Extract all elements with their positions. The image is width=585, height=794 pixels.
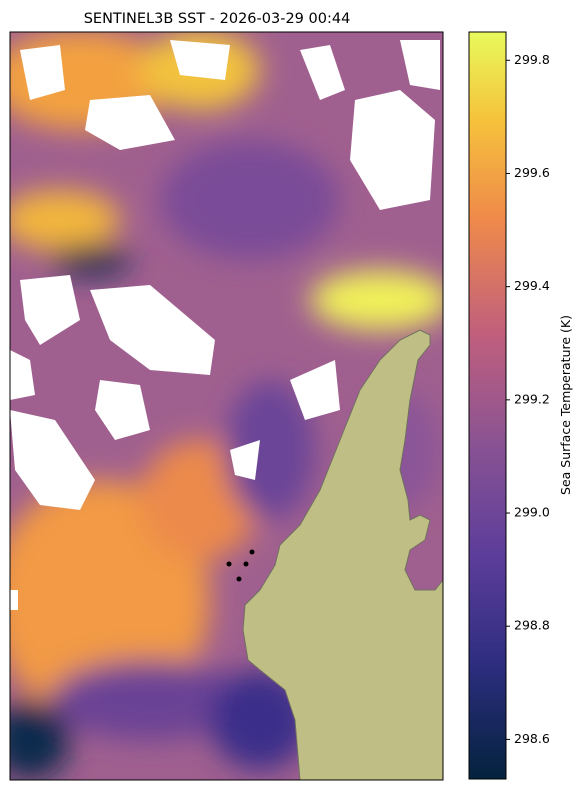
colorbar: [468, 31, 507, 780]
tick-label: 299.8: [514, 52, 550, 67]
colorbar-label: Sea Surface Temperature (K): [558, 315, 573, 495]
tick-label: 299.6: [514, 165, 550, 180]
tick-label: 298.6: [514, 731, 550, 746]
sst-map: [10, 32, 443, 780]
tick-label: 298.8: [514, 618, 550, 633]
stations: [226, 549, 255, 582]
title: SENTINEL3B SST - 2026-03-29 00:44: [84, 11, 351, 27]
tick-label: 299.0: [514, 505, 550, 520]
land: [242, 329, 443, 780]
tick-label: 299.2: [514, 391, 550, 406]
map-frame: [9, 31, 444, 781]
tick-label: 299.4: [514, 278, 550, 293]
